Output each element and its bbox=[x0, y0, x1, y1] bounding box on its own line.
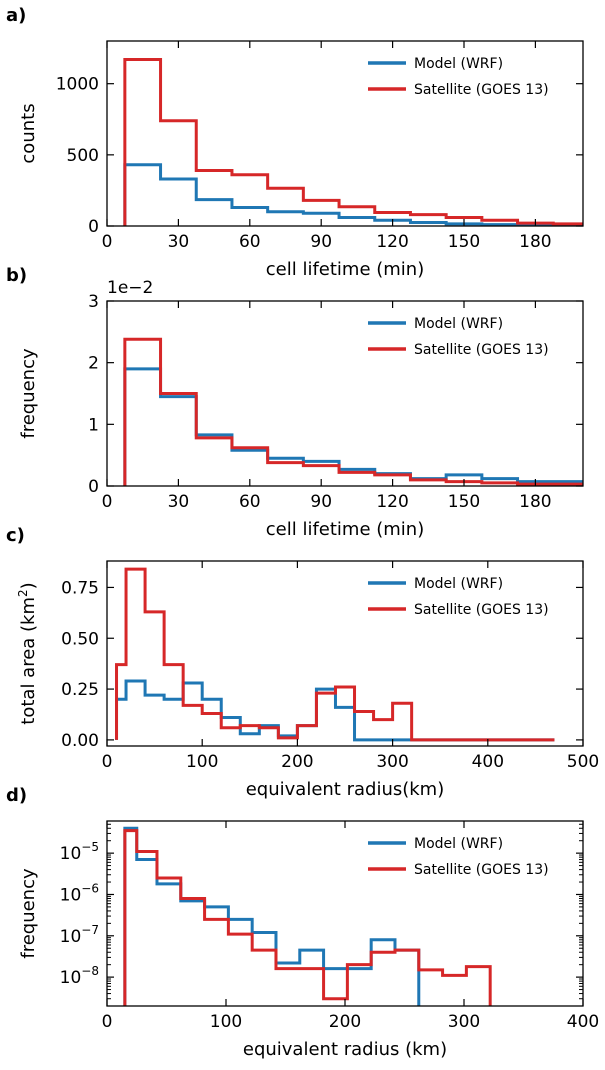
y-tick-exponent: −6 bbox=[81, 881, 99, 895]
x-tick-label: 30 bbox=[168, 232, 190, 252]
y-axis-label: frequency bbox=[18, 868, 39, 959]
series-line-satellite bbox=[123, 58, 583, 226]
x-tick-label: 60 bbox=[239, 492, 261, 512]
legend-label: Satellite (GOES 13) bbox=[414, 82, 549, 98]
series-group bbox=[123, 337, 583, 486]
panel-a: 0 30 60 90 120 150 180 0 500 1000 a) cell lifetime … bbox=[6, 5, 584, 280]
y-tick-label: 10−8 bbox=[60, 964, 99, 988]
x-tick-label: 0 bbox=[102, 232, 113, 252]
x-tick-label: 200 bbox=[329, 1012, 361, 1032]
x-axis-label: cell lifetime (min) bbox=[266, 519, 424, 540]
y-tick-label: 1000 bbox=[56, 75, 99, 95]
y-tick-label: 10−7 bbox=[60, 923, 99, 947]
legend-label: Model (WRF) bbox=[414, 56, 503, 72]
series-group bbox=[123, 826, 492, 1006]
y-tick-exponent: −5 bbox=[81, 840, 99, 854]
legend-label: Model (WRF) bbox=[414, 576, 503, 592]
y-axis-label: counts bbox=[18, 103, 39, 163]
x-tick-label: 0 bbox=[102, 752, 113, 772]
x-axis-label: equivalent radius(km) bbox=[246, 779, 445, 800]
panel-label: c) bbox=[6, 525, 25, 546]
y-tick-exponent: −8 bbox=[81, 964, 99, 978]
y-tick-label: 0 bbox=[88, 217, 99, 237]
legend-label: Model (WRF) bbox=[414, 316, 503, 332]
x-tick-label: 200 bbox=[281, 752, 313, 772]
legend-label: Satellite (GOES 13) bbox=[414, 862, 549, 878]
y-tick-label: 0.50 bbox=[61, 629, 99, 649]
x-axis-label: cell lifetime (min) bbox=[266, 259, 424, 280]
series-line-model bbox=[123, 367, 583, 486]
x-tick-label: 400 bbox=[472, 752, 504, 772]
x-tick-label: 500 bbox=[567, 752, 599, 772]
x-tick-label: 300 bbox=[376, 752, 408, 772]
x-tick-label: 120 bbox=[376, 492, 408, 512]
y-tick-label: 10−5 bbox=[60, 840, 99, 864]
x-tick-label: 100 bbox=[186, 752, 218, 772]
axes-frame bbox=[106, 820, 584, 1007]
series-line-model bbox=[123, 826, 421, 1006]
panel-b: 0 30 60 90 120 150 180 0 1 2 3 b) 1e−2 cell lifetime … bbox=[6, 265, 584, 540]
axes-frame bbox=[106, 560, 584, 747]
series-line-satellite bbox=[123, 337, 583, 486]
x-tick-label: 90 bbox=[310, 232, 332, 252]
legend-label: Satellite (GOES 13) bbox=[414, 602, 549, 618]
y-tick-label: 0.00 bbox=[61, 731, 99, 751]
series-line-satellite bbox=[123, 829, 492, 1006]
x-tick-label: 180 bbox=[519, 232, 551, 252]
x-tick-label: 120 bbox=[376, 232, 408, 252]
x-tick-label: 400 bbox=[567, 1012, 599, 1032]
x-tick-label: 180 bbox=[519, 492, 551, 512]
x-tick-label: 90 bbox=[310, 492, 332, 512]
panel-d: 0 100 200 300 400 10−8 10−7 10−6 10−5 d) equivalen… bbox=[6, 785, 599, 1060]
y-tick-exponent: −7 bbox=[81, 923, 99, 937]
axes-frame bbox=[106, 40, 584, 227]
y-tick-label: 0.75 bbox=[61, 578, 99, 598]
panel-label: d) bbox=[6, 785, 27, 806]
y-tick-label: 1 bbox=[88, 415, 99, 435]
x-tick-label: 30 bbox=[168, 492, 190, 512]
y-tick-label: 500 bbox=[67, 146, 99, 166]
series-group bbox=[123, 58, 583, 226]
x-tick-label: 0 bbox=[102, 1012, 113, 1032]
y-tick-label: 10−6 bbox=[60, 881, 99, 905]
series-line-satellite bbox=[115, 567, 555, 742]
y-tick-label: 3 bbox=[88, 292, 99, 312]
x-tick-label: 100 bbox=[210, 1012, 242, 1032]
axes-frame bbox=[106, 300, 584, 487]
panel-c: 0 100 200 300 400 500 0.00 0.25 0.50 0.75 c) equiva… bbox=[6, 525, 599, 800]
legend-label: Satellite (GOES 13) bbox=[414, 342, 549, 358]
x-tick-label: 150 bbox=[448, 232, 480, 252]
legend-label: Model (WRF) bbox=[414, 836, 503, 852]
panel-label: b) bbox=[6, 265, 27, 286]
y-tick-label: 0.25 bbox=[61, 680, 99, 700]
panel-label: a) bbox=[6, 5, 26, 26]
x-tick-label: 60 bbox=[239, 232, 261, 252]
x-tick-label: 300 bbox=[448, 1012, 480, 1032]
series-group bbox=[115, 567, 555, 742]
x-axis-label: equivalent radius (km) bbox=[243, 1039, 447, 1060]
x-tick-label: 150 bbox=[448, 492, 480, 512]
series-line-model bbox=[123, 163, 583, 226]
y-axis-label: frequency bbox=[18, 348, 39, 439]
y-tick-label: 0 bbox=[88, 477, 99, 497]
y-tick-label: 2 bbox=[88, 354, 99, 374]
y-offset-text: 1e−2 bbox=[107, 278, 153, 298]
y-axis-label: total area (km2) bbox=[16, 582, 39, 724]
x-tick-label: 0 bbox=[102, 492, 113, 512]
